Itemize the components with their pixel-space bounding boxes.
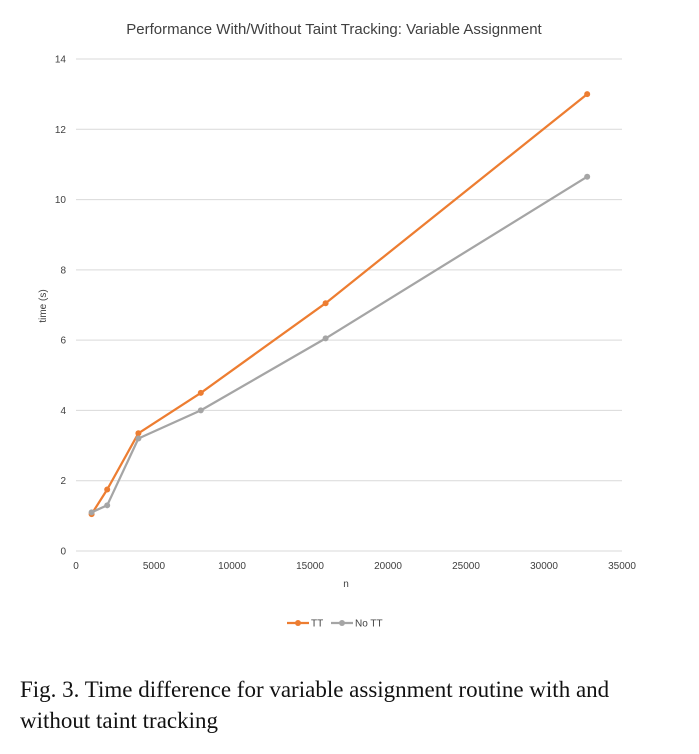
x-tick-label: 15000 [296, 561, 324, 572]
x-tick-label: 0 [73, 561, 79, 572]
data-point [322, 300, 329, 307]
line-chart: Performance With/Without Taint Tracking:… [38, 21, 636, 630]
x-tick-label: 30000 [530, 561, 558, 572]
y-tick-label: 12 [55, 125, 67, 136]
data-point [322, 335, 329, 342]
x-axis-ticks: 0 5000 10000 15000 20000 25000 30000 35000 [73, 561, 636, 572]
data-point [135, 435, 142, 442]
y-tick-label: 6 [60, 336, 66, 347]
y-tick-label: 10 [55, 195, 67, 206]
series-line-0 [90, 93, 588, 515]
chart-title: Performance With/Without Taint Tracking:… [126, 21, 542, 38]
series-line-1 [91, 175, 588, 514]
y-tick-label: 2 [60, 476, 66, 487]
legend-label: TT [311, 619, 323, 630]
data-point [584, 173, 591, 180]
data-point [197, 389, 204, 396]
y-tick-label: 14 [55, 55, 67, 66]
legend-label: No TT [355, 619, 383, 630]
y-axis-ticks: 0 2 4 6 8 10 12 14 [55, 55, 67, 558]
x-tick-label: 35000 [608, 561, 636, 572]
gridlines [76, 58, 622, 552]
figure-caption: Fig. 3. Time difference for variable ass… [20, 677, 610, 733]
legend: TT No TT [287, 619, 383, 630]
y-tick-label: 4 [60, 406, 66, 417]
y-tick-label: 0 [60, 547, 66, 558]
data-point [88, 509, 95, 516]
data-point [104, 486, 111, 493]
data-point [104, 502, 111, 509]
x-tick-label: 5000 [143, 561, 166, 572]
legend-swatch-marker [339, 620, 345, 626]
series-group [88, 91, 591, 518]
x-tick-label: 25000 [452, 561, 480, 572]
x-tick-label: 20000 [374, 561, 402, 572]
x-tick-label: 10000 [218, 561, 246, 572]
data-point [584, 91, 591, 98]
y-tick-label: 8 [60, 265, 66, 276]
data-point [197, 407, 204, 414]
data-point [135, 430, 142, 437]
y-axis-label: time (s) [38, 289, 49, 322]
legend-swatch-marker [295, 620, 301, 626]
x-axis-label: n [343, 579, 349, 590]
